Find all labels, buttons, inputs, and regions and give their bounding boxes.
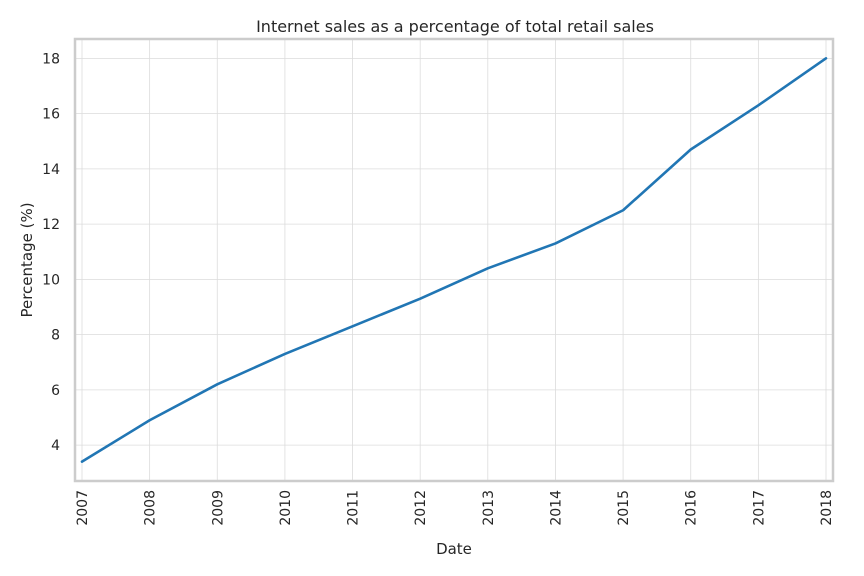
- plot-frame: [73, 37, 835, 483]
- x-tick-label: 2010: [278, 490, 294, 526]
- grid-lines: [75, 39, 833, 481]
- x-axis-ticks: 2007 2008 2009 2010 2011 2012 2013 2014 2015 2016…: [75, 490, 835, 526]
- series-line: [80, 57, 828, 463]
- y-axis-label: Percentage (%): [18, 202, 36, 317]
- y-tick-label: 16: [42, 107, 60, 123]
- y-tick-label: 18: [42, 51, 60, 67]
- x-tick-label: 2014: [548, 490, 564, 526]
- chart-title: Internet sales as a percentage of total …: [256, 17, 654, 36]
- y-tick-label: 8: [51, 328, 60, 344]
- x-axis-label: Date: [436, 540, 472, 558]
- y-tick-label: 14: [42, 162, 60, 178]
- x-tick-label: 2016: [684, 490, 700, 526]
- y-tick-label: 12: [42, 217, 60, 233]
- x-tick-label: 2018: [819, 490, 835, 526]
- y-tick-label: 6: [51, 383, 60, 399]
- x-tick-label: 2012: [413, 490, 429, 526]
- x-tick-label: 2008: [143, 490, 159, 526]
- y-axis-ticks: 4 6 8 10 12 14 16 18: [42, 51, 60, 454]
- x-tick-label: 2011: [346, 490, 362, 526]
- x-tick-label: 2009: [210, 490, 226, 526]
- y-tick-label: 4: [51, 438, 60, 454]
- y-tick-label: 10: [42, 272, 60, 288]
- x-tick-label: 2013: [481, 490, 497, 526]
- x-tick-label: 2015: [616, 490, 632, 526]
- x-tick-label: 2017: [751, 490, 767, 526]
- x-tick-label: 2007: [75, 490, 91, 526]
